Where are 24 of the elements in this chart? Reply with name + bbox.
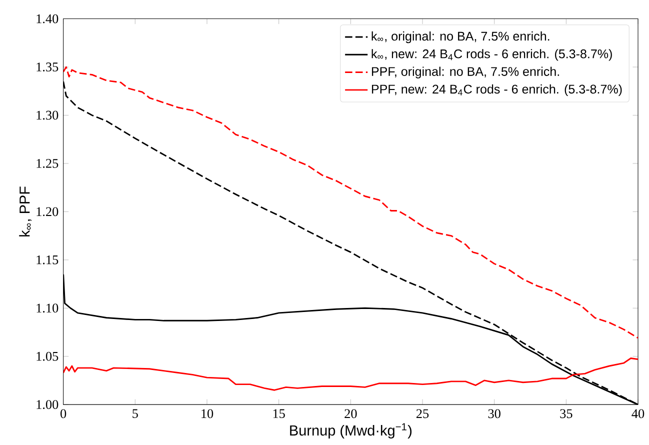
- y-tick-label: 1.30: [36, 110, 58, 120]
- x-tick-label: 5: [132, 409, 138, 418]
- y-tick-label: 1.20: [36, 207, 58, 216]
- legend-label: PPF, new: 24 B$_{4}$C rods - 6 enrich. (5.3-8.7%): [372, 84, 622, 96]
- y-tick-label: 1.10: [36, 304, 58, 313]
- x-tick-label: 10: [202, 409, 214, 418]
- y-tick-label: 1.15: [36, 255, 58, 264]
- x-tick-label: 0: [60, 409, 66, 418]
- legend-label: PPF, original: no BA, 7.5% enrich.: [372, 66, 559, 78]
- x-tick-label: 35: [560, 409, 572, 418]
- x-axis-title: Burnup (Mwd·kg$^{−1}$): [290, 423, 412, 438]
- x-tick-label: 25: [416, 409, 429, 418]
- y-tick-label: 1.00: [36, 400, 58, 409]
- x-tick-label: 40: [632, 409, 644, 418]
- y-tick-label: 1.05: [36, 352, 58, 361]
- legend-label: k$_{∞}$, original: no BA, 7.5% enrich.: [372, 31, 550, 44]
- x-tick-label: 30: [488, 409, 500, 418]
- y-tick-label: 1.35: [36, 62, 58, 72]
- y-tick-label: 1.25: [36, 158, 58, 168]
- x-tick-label: 15: [273, 409, 285, 418]
- y-axis-title: k$_{∞}$, PPF: [19, 186, 32, 236]
- x-tick-label: 20: [344, 409, 357, 418]
- legend-label: k$_{∞}$, new: 24 B$_{4}$C rods - 6 enrich. (5.3-8.7%): [372, 49, 612, 61]
- y-tick-label: 1.40: [36, 14, 58, 24]
